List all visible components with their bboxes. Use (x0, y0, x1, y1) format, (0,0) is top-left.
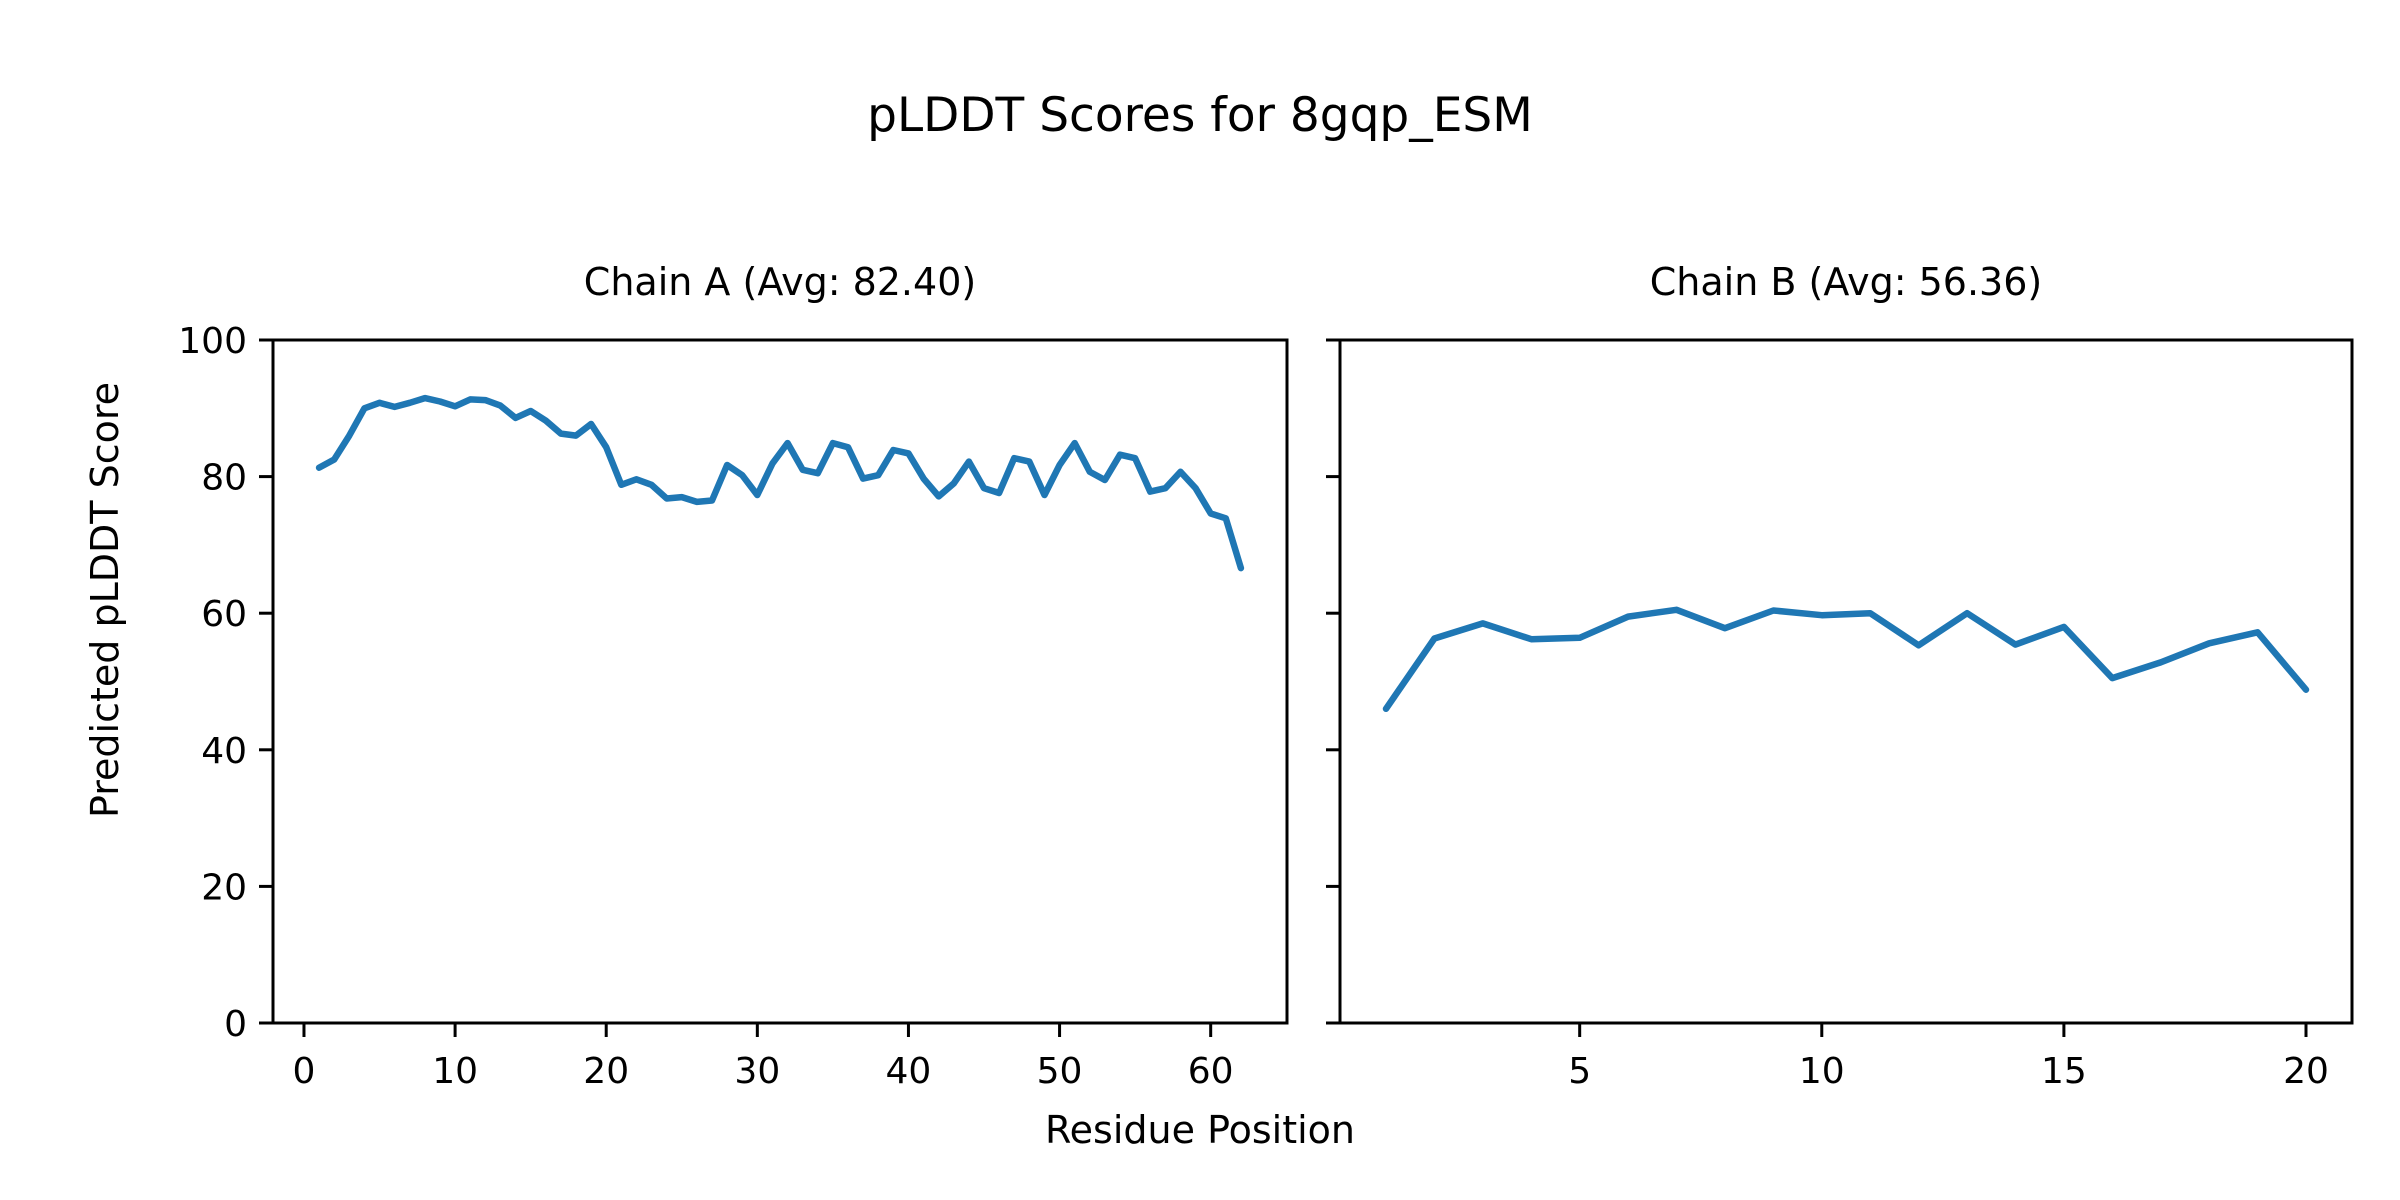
chain-a-x-tick-label: 50 (1037, 1051, 1083, 1092)
chain-a-y-tick-label: 80 (201, 458, 247, 499)
chain-a-x-tick-label: 30 (734, 1051, 780, 1092)
figure-title: pLDDT Scores for 8gqp_ESM (867, 88, 1533, 143)
chain-a-y-tick-label: 0 (224, 1004, 247, 1045)
chain-a-y-tick-label: 40 (201, 731, 247, 772)
chain-a-y-tick-label: 60 (201, 594, 247, 635)
chain-b-x-tick-label: 10 (1799, 1051, 1845, 1092)
chain-b-x-tick-label: 5 (1568, 1051, 1591, 1092)
chain-a-subplot-title: Chain A (Avg: 82.40) (583, 260, 977, 304)
chain-b-subplot-title: Chain B (Avg: 56.36) (1649, 260, 2043, 304)
chain-b-plot-frame (1338, 338, 2354, 1025)
chain-a-y-tick-label: 100 (178, 321, 247, 362)
chain-b-x-tick-label: 20 (2283, 1051, 2329, 1092)
chain-a-x-tick-label: 10 (432, 1051, 478, 1092)
chain-a-x-tick-label: 20 (583, 1051, 629, 1092)
chain-a-plot-frame (271, 338, 1289, 1025)
chain-b-x-tick-label: 15 (2041, 1051, 2087, 1092)
x-axis-label: Residue Position (1044, 1108, 1356, 1152)
chain-a-y-tick-label: 20 (201, 867, 247, 908)
chain-a-plddt-line (315, 394, 1245, 572)
chain-a-x-tick-label: 0 (293, 1051, 316, 1092)
chain-a-x-tick-label: 40 (886, 1051, 932, 1092)
chain-a-x-tick-label: 60 (1188, 1051, 1234, 1092)
chain-b-plddt-line (1382, 606, 2310, 713)
